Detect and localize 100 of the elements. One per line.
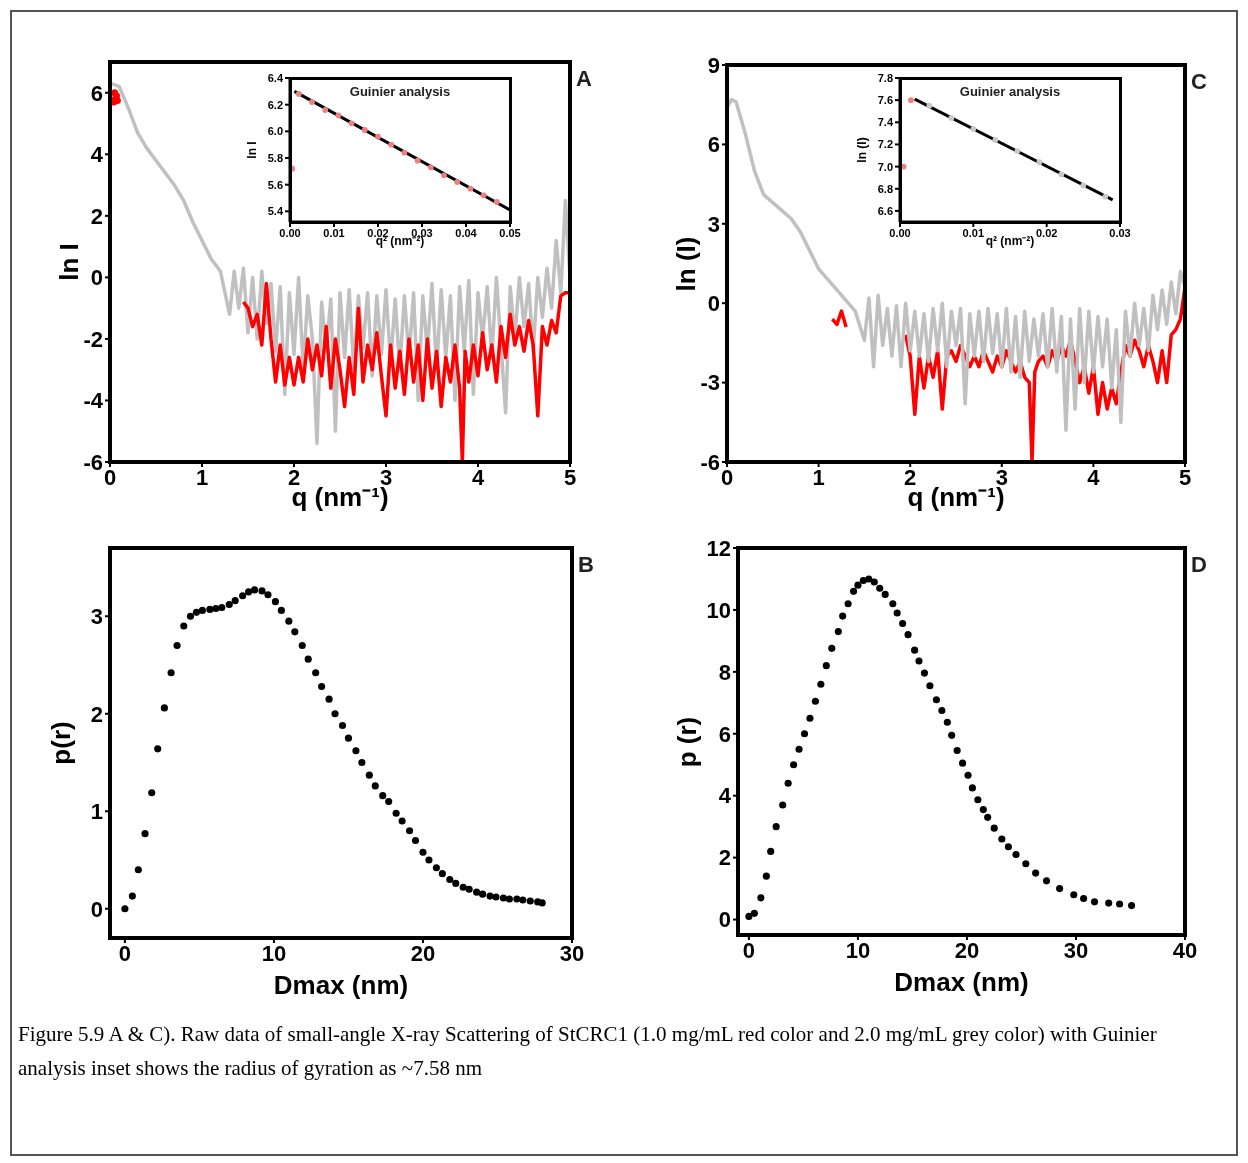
y-axis-title: p (r)	[672, 716, 704, 767]
x-tick-label: 1	[812, 464, 825, 490]
point	[920, 669, 928, 677]
x-axis-title: q² (nm⁻²)	[985, 233, 1035, 249]
text: Guinier analysis	[348, 84, 452, 99]
point	[795, 745, 803, 753]
point	[806, 714, 814, 722]
point	[926, 682, 934, 690]
point	[984, 813, 992, 821]
chart-title: B	[578, 552, 594, 578]
point	[839, 612, 847, 620]
point	[1080, 894, 1088, 903]
y-tick-label: 5.4	[267, 205, 284, 218]
point	[876, 584, 884, 592]
text: Guinier analysis	[958, 84, 1062, 99]
y-tick-label: 12	[706, 535, 731, 561]
y-tick-label: 2	[90, 701, 103, 727]
x-tick-label: 0.02	[1035, 226, 1058, 239]
point	[322, 107, 329, 113]
y-tick-label: 6.4	[267, 71, 284, 84]
point	[800, 730, 809, 738]
y-tick-label: 1	[90, 799, 103, 825]
y-tick-label: -3	[700, 370, 720, 396]
point	[361, 127, 368, 133]
point	[427, 164, 434, 171]
line-series	[727, 97, 1185, 432]
point	[822, 662, 830, 670]
y-tick-label: 7.4	[877, 116, 894, 129]
point	[968, 784, 976, 792]
point	[932, 696, 940, 704]
y-tick-label: -6	[700, 449, 720, 475]
x-tick-label: 5	[563, 464, 577, 490]
y-tick-label: 0	[718, 907, 731, 933]
point	[850, 587, 858, 595]
point	[309, 99, 315, 105]
point	[388, 141, 395, 148]
y-tick-label: 6.6	[877, 204, 893, 217]
y-tick-label: 4	[718, 783, 732, 809]
point	[779, 801, 787, 809]
x-tick-label: 40	[1172, 937, 1198, 963]
point	[865, 575, 873, 583]
point	[1080, 182, 1087, 189]
point	[441, 172, 447, 179]
point	[1012, 850, 1020, 859]
y-tick-label: -6	[83, 449, 103, 475]
point	[881, 590, 889, 598]
x-axis-title: Dmax (nm)	[273, 970, 409, 1002]
point	[998, 835, 1006, 843]
x-tick-label: 0.03	[1109, 226, 1131, 239]
point	[959, 759, 967, 767]
point	[811, 697, 819, 705]
point	[828, 644, 836, 652]
line-series	[241, 281, 570, 462]
point	[979, 806, 987, 814]
point	[908, 97, 914, 104]
y-tick-label: 2	[718, 845, 731, 871]
point	[1058, 171, 1065, 178]
x-tick-label: 4	[471, 464, 485, 490]
point	[784, 779, 792, 787]
y-axis-title: ln (I)	[671, 236, 703, 291]
x-tick-label: 0.04	[455, 226, 478, 239]
x-tick-label: 0.01	[962, 226, 985, 239]
point	[817, 680, 825, 688]
y-tick-label: 7.8	[877, 71, 893, 84]
x-tick-label: 0.05	[499, 226, 521, 239]
point	[757, 894, 765, 902]
point	[493, 199, 500, 205]
point	[974, 796, 982, 804]
point	[938, 706, 946, 715]
point	[915, 657, 923, 665]
point	[1056, 885, 1064, 893]
x-tick-label: 30	[1063, 937, 1089, 963]
point	[970, 126, 977, 132]
y-tick-label: 8	[718, 659, 731, 685]
point	[992, 137, 999, 143]
x-tick-label: 0	[118, 940, 132, 966]
point	[1014, 148, 1021, 154]
point	[295, 91, 302, 97]
y-tick-label: 7.2	[877, 138, 893, 151]
point	[1042, 877, 1051, 885]
x-tick-label: 4	[1087, 464, 1101, 490]
point	[1004, 843, 1012, 851]
y-tick-label: 9	[707, 52, 720, 78]
point	[414, 157, 421, 164]
y-axis-title: ln (I)	[854, 137, 870, 163]
y-tick-label: 7.0	[877, 160, 893, 173]
x-tick-label: 30	[559, 940, 585, 966]
y-tick-label: 4	[90, 142, 104, 168]
point	[926, 102, 933, 109]
y-axis-title: ln I	[54, 243, 86, 281]
x-tick-label: 0.00	[279, 226, 301, 239]
x-tick-label: 20	[954, 937, 980, 963]
y-tick-label: 7.6	[877, 94, 893, 107]
point	[904, 631, 912, 639]
y-tick-label: 5.8	[267, 151, 283, 164]
point	[348, 120, 355, 127]
x-axis-title: Dmax (nm)	[894, 967, 1029, 999]
point	[375, 133, 381, 140]
point	[745, 912, 753, 920]
y-tick-label: 6	[707, 132, 720, 158]
